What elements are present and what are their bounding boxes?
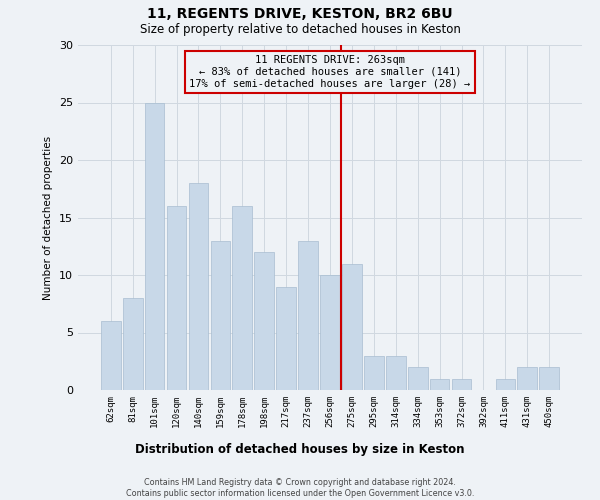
Text: 11 REGENTS DRIVE: 263sqm
← 83% of detached houses are smaller (141)
17% of semi-: 11 REGENTS DRIVE: 263sqm ← 83% of detach… [190, 56, 470, 88]
Bar [342, 264, 362, 390]
Bar [364, 356, 384, 390]
Bar [386, 356, 406, 390]
Bar [539, 367, 559, 390]
Bar [452, 378, 472, 390]
Bar [276, 286, 296, 390]
Text: 11, REGENTS DRIVE, KESTON, BR2 6BU: 11, REGENTS DRIVE, KESTON, BR2 6BU [147, 8, 453, 22]
Text: Contains HM Land Registry data © Crown copyright and database right 2024.
Contai: Contains HM Land Registry data © Crown c… [126, 478, 474, 498]
Text: Size of property relative to detached houses in Keston: Size of property relative to detached ho… [140, 22, 460, 36]
Bar [123, 298, 143, 390]
Bar [496, 378, 515, 390]
Bar [232, 206, 252, 390]
Bar [408, 367, 428, 390]
Bar [254, 252, 274, 390]
Y-axis label: Number of detached properties: Number of detached properties [43, 136, 53, 300]
Bar [298, 240, 318, 390]
Bar [517, 367, 537, 390]
Bar [430, 378, 449, 390]
Bar [167, 206, 187, 390]
Text: Distribution of detached houses by size in Keston: Distribution of detached houses by size … [135, 442, 465, 456]
Bar [188, 183, 208, 390]
Bar [101, 321, 121, 390]
Bar [211, 240, 230, 390]
Bar [145, 102, 164, 390]
Bar [320, 275, 340, 390]
